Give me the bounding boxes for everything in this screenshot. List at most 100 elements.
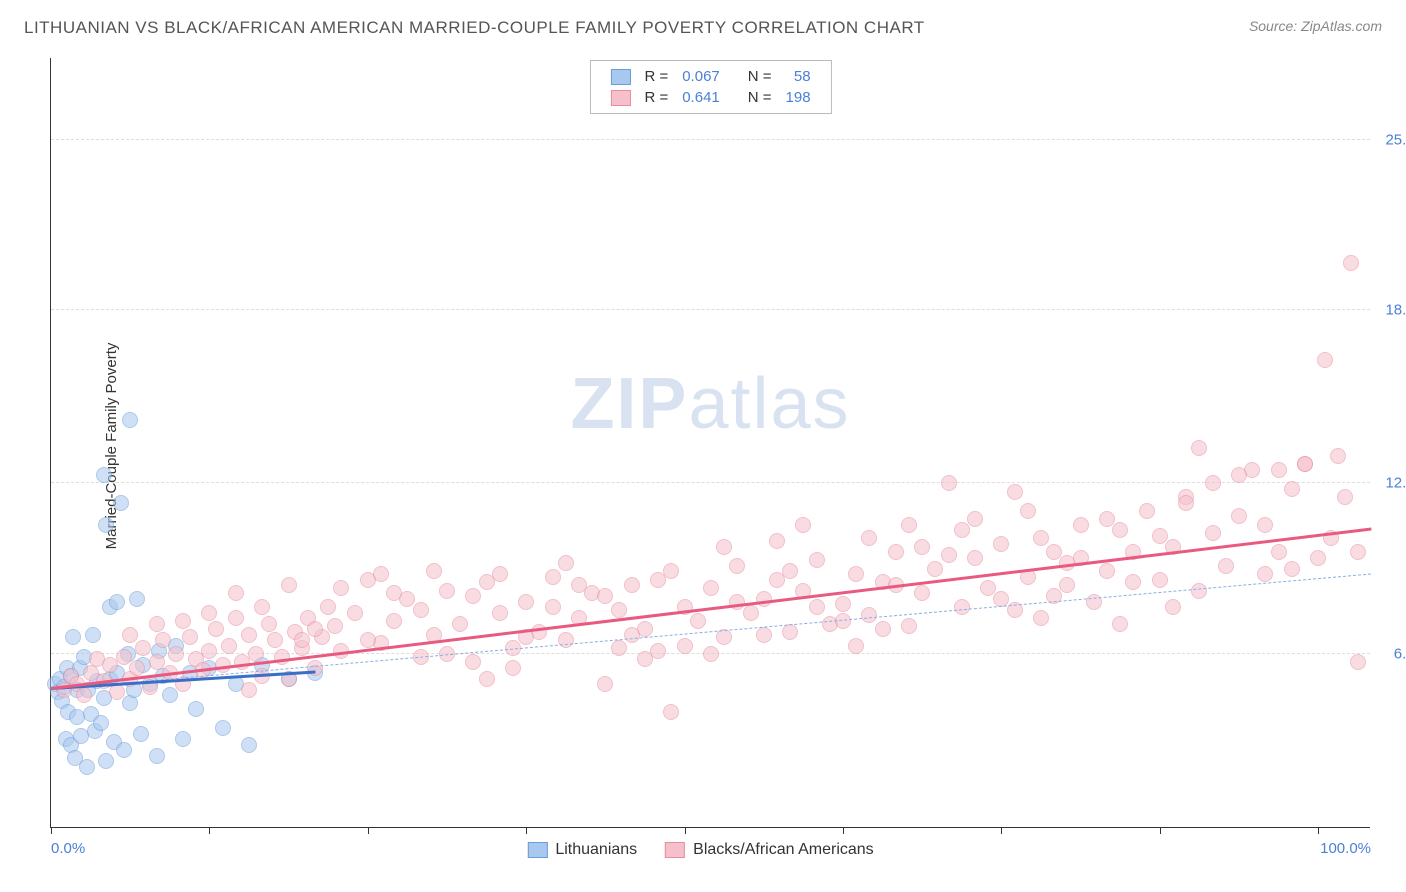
scatter-point-blacks: [861, 530, 877, 546]
scatter-point-blacks: [465, 654, 481, 670]
scatter-point-blacks: [954, 522, 970, 538]
legend-row: R =0.067N =58: [604, 67, 816, 86]
legend-r-value: 0.641: [676, 88, 726, 107]
scatter-point-blacks: [1033, 610, 1049, 626]
scatter-point-blacks: [182, 629, 198, 645]
scatter-point-blacks: [426, 563, 442, 579]
scatter-point-blacks: [1205, 475, 1221, 491]
scatter-point-blacks: [267, 632, 283, 648]
scatter-point-blacks: [201, 643, 217, 659]
scatter-point-blacks: [558, 632, 574, 648]
scatter-point-lithuanians: [93, 715, 109, 731]
scatter-point-blacks: [1191, 583, 1207, 599]
scatter-point-blacks: [1099, 563, 1115, 579]
scatter-point-blacks: [1007, 484, 1023, 500]
scatter-point-blacks: [1231, 467, 1247, 483]
scatter-point-blacks: [756, 627, 772, 643]
plot-area: ZIPatlas R =0.067N =58R =0.641N =198 Lit…: [50, 58, 1370, 828]
scatter-point-blacks: [1330, 448, 1346, 464]
scatter-point-blacks: [835, 596, 851, 612]
source-label: Source: ZipAtlas.com: [1249, 18, 1382, 34]
scatter-point-blacks: [941, 547, 957, 563]
legend-swatch: [610, 69, 630, 85]
legend-swatch: [527, 842, 547, 858]
scatter-point-blacks: [505, 660, 521, 676]
scatter-point-blacks: [492, 605, 508, 621]
scatter-point-blacks: [1152, 528, 1168, 544]
legend-label: Blacks/African Americans: [693, 841, 874, 858]
scatter-point-blacks: [1125, 574, 1141, 590]
scatter-point-blacks: [637, 651, 653, 667]
scatter-point-blacks: [1112, 522, 1128, 538]
scatter-point-lithuanians: [122, 412, 138, 428]
legend-bottom: LithuaniansBlacks/African Americans: [523, 841, 897, 859]
scatter-point-blacks: [743, 605, 759, 621]
scatter-point-blacks: [518, 594, 534, 610]
scatter-point-blacks: [1059, 577, 1075, 593]
scatter-point-blacks: [327, 618, 343, 634]
scatter-point-blacks: [333, 580, 349, 596]
x-tick: [209, 827, 210, 834]
scatter-point-blacks: [624, 577, 640, 593]
scatter-point-blacks: [716, 629, 732, 645]
scatter-point-blacks: [650, 572, 666, 588]
x-tick: [1318, 827, 1319, 834]
scatter-point-blacks: [914, 585, 930, 601]
legend-r-label: R =: [638, 67, 674, 86]
scatter-point-blacks: [1205, 525, 1221, 541]
scatter-point-blacks: [888, 544, 904, 560]
scatter-point-blacks: [254, 599, 270, 615]
scatter-point-blacks: [611, 602, 627, 618]
scatter-point-blacks: [663, 704, 679, 720]
x-tick: [685, 827, 686, 834]
scatter-point-blacks: [129, 660, 145, 676]
y-tick-label: 18.8%: [1385, 302, 1406, 319]
scatter-point-blacks: [1257, 517, 1273, 533]
scatter-point-blacks: [1317, 352, 1333, 368]
legend-stats: R =0.067N =58 R =0.641N =198: [589, 60, 831, 114]
x-tick: [526, 827, 527, 834]
scatter-point-lithuanians: [149, 748, 165, 764]
scatter-point-lithuanians: [85, 627, 101, 643]
scatter-point-blacks: [545, 569, 561, 585]
scatter-point-blacks: [168, 646, 184, 662]
scatter-point-blacks: [1310, 550, 1326, 566]
scatter-point-blacks: [545, 599, 561, 615]
scatter-point-blacks: [1350, 544, 1366, 560]
scatter-point-blacks: [1231, 508, 1247, 524]
scatter-point-blacks: [861, 607, 877, 623]
watermark-light: atlas: [688, 364, 850, 444]
scatter-point-lithuanians: [116, 742, 132, 758]
scatter-point-lithuanians: [98, 753, 114, 769]
scatter-point-blacks: [1033, 530, 1049, 546]
scatter-point-lithuanians: [162, 687, 178, 703]
scatter-point-blacks: [558, 555, 574, 571]
scatter-point-blacks: [1350, 654, 1366, 670]
scatter-point-blacks: [927, 561, 943, 577]
gridline: [51, 309, 1370, 310]
gridline: [51, 482, 1370, 483]
legend-row: R =0.641N =198: [604, 88, 816, 107]
scatter-point-blacks: [875, 621, 891, 637]
scatter-point-blacks: [967, 511, 983, 527]
scatter-point-blacks: [241, 682, 257, 698]
scatter-point-blacks: [1152, 572, 1168, 588]
x-tick: [368, 827, 369, 834]
chart-title: LITHUANIAN VS BLACK/AFRICAN AMERICAN MAR…: [24, 18, 925, 38]
y-tick-label: 25.0%: [1385, 131, 1406, 148]
scatter-point-blacks: [993, 536, 1009, 552]
scatter-point-lithuanians: [129, 591, 145, 607]
scatter-point-blacks: [901, 517, 917, 533]
scatter-point-blacks: [901, 618, 917, 634]
scatter-point-blacks: [1191, 440, 1207, 456]
scatter-point-blacks: [452, 616, 468, 632]
scatter-point-blacks: [1271, 462, 1287, 478]
legend-r-value: 0.067: [676, 67, 726, 86]
scatter-point-lithuanians: [113, 495, 129, 511]
scatter-point-blacks: [320, 599, 336, 615]
scatter-point-lithuanians: [241, 737, 257, 753]
scatter-point-blacks: [716, 539, 732, 555]
scatter-point-lithuanians: [122, 695, 138, 711]
scatter-point-blacks: [228, 610, 244, 626]
scatter-point-blacks: [1112, 616, 1128, 632]
